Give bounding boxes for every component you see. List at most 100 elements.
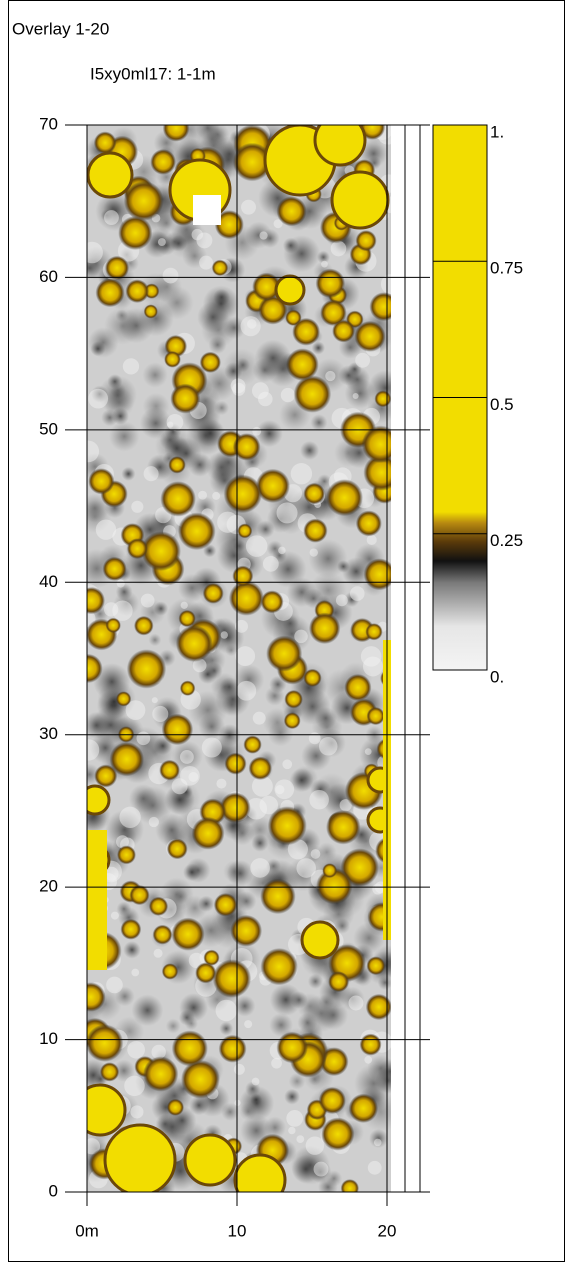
texture-dark: [123, 941, 141, 959]
texture-hot: [274, 274, 306, 306]
texture-light: [167, 421, 174, 428]
colorbar-tick-label: 0.: [490, 667, 504, 686]
texture-light: [87, 440, 100, 463]
texture-hot: [218, 1034, 247, 1063]
texture-hot: [134, 615, 154, 636]
texture-dark: [234, 995, 256, 1017]
texture-light: [140, 593, 155, 608]
texture-hot: [363, 558, 391, 591]
texture-light: [286, 1110, 304, 1127]
texture-dark: [311, 341, 325, 355]
texture-light: [252, 711, 266, 725]
texture-light: [244, 1020, 253, 1029]
texture-light: [148, 816, 160, 828]
texture-hot: [195, 962, 217, 984]
texture-hot: [374, 390, 391, 408]
texture-dark: [202, 285, 240, 323]
texture-light: [157, 238, 166, 247]
texture-hot: [318, 1086, 346, 1115]
texture-light: [251, 775, 273, 797]
texture-light: [162, 267, 179, 284]
texture-hot: [354, 320, 386, 352]
texture-light: [199, 255, 214, 270]
texture-light: [88, 388, 109, 409]
colorbar-tick-label: 1.: [490, 122, 504, 141]
texture-hot: [330, 170, 390, 230]
texture-hot: [303, 482, 325, 505]
texture-hot: [88, 468, 115, 495]
texture-light: [198, 490, 208, 500]
texture-hot: [148, 896, 169, 916]
texture-hot: [300, 920, 340, 960]
texture-dark: [133, 786, 173, 825]
texture-light: [234, 1099, 241, 1106]
texture-light: [349, 586, 365, 601]
texture-light: [366, 534, 377, 546]
texture-hot: [308, 612, 341, 645]
texture-hot: [94, 764, 118, 788]
texture-hot: [260, 590, 284, 614]
texture-white: [193, 195, 221, 225]
texture-hot: [105, 617, 121, 633]
texture-dark: [342, 557, 371, 586]
texture-hot: [129, 884, 150, 906]
texture-light: [250, 858, 270, 878]
texture-light: [124, 1075, 145, 1097]
texture-hot: [366, 956, 386, 976]
texture-light: [259, 795, 279, 815]
texture-dark: [114, 986, 135, 1007]
texture-dark: [219, 1021, 234, 1036]
texture-light: [130, 1105, 144, 1119]
texture-light: [362, 656, 383, 677]
texture-dark: [98, 375, 138, 415]
texture-dark: [288, 1072, 306, 1090]
texture-light: [252, 426, 262, 436]
texture-light: [313, 1161, 329, 1177]
texture-hot: [211, 259, 229, 277]
texture-dark: [109, 421, 140, 452]
x-tick-label: 10: [228, 1221, 247, 1240]
texture-light: [372, 883, 384, 895]
texture-light: [308, 732, 321, 745]
heatmap-area: [87, 125, 391, 1192]
texture-light: [143, 466, 159, 482]
texture-light: [245, 535, 268, 557]
texture-hot: [143, 304, 158, 319]
texture-light: [296, 858, 317, 878]
texture-hot: [344, 673, 372, 702]
texture-hot: [292, 317, 321, 346]
texture-light: [104, 866, 119, 881]
texture-dark: [255, 419, 283, 448]
texture-hot: [267, 806, 307, 846]
texture-light: [131, 500, 144, 513]
texture-hot: [175, 625, 213, 662]
texture-hot: [150, 149, 176, 175]
texture-hot: [120, 918, 142, 940]
texture-dark: [160, 286, 194, 320]
texture-light: [179, 750, 194, 764]
texture-light: [321, 260, 328, 268]
texture-hot: [87, 653, 103, 684]
texture-light: [136, 731, 151, 746]
texture-dark: [219, 677, 240, 697]
texture-light: [251, 1077, 260, 1086]
texture-hot: [166, 838, 188, 860]
texture-hot: [203, 949, 220, 966]
texture-light: [122, 358, 140, 375]
texture-hot: [212, 959, 252, 998]
texture-light: [112, 600, 133, 621]
texture-light: [236, 680, 257, 701]
texture-hot: [180, 1059, 220, 1099]
texture-dark: [286, 577, 317, 608]
texture-hot: [303, 668, 322, 687]
texture-light: [232, 382, 246, 396]
texture-hot: [359, 1033, 382, 1056]
texture-light: [294, 629, 308, 644]
texture-light: [273, 219, 283, 229]
y-tick-label: 60: [39, 267, 58, 286]
texture-hot: [87, 1024, 124, 1062]
texture-hot: [243, 735, 262, 754]
texture-light: [235, 646, 256, 666]
texture-light: [348, 995, 364, 1011]
texture-hot: [99, 1062, 120, 1082]
